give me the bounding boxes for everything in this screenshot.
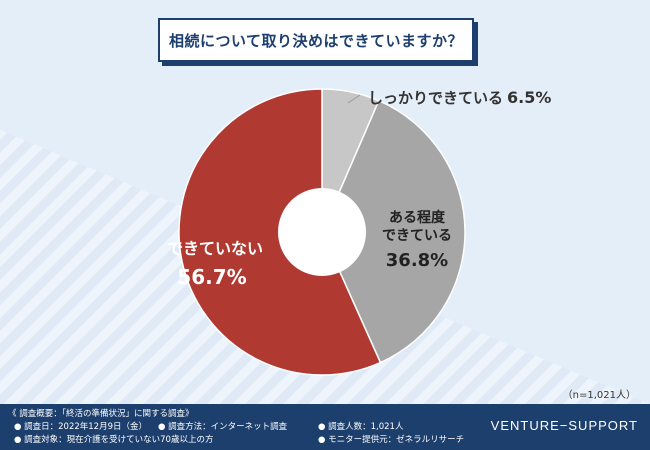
slice-value-3: 56.7% xyxy=(177,265,246,289)
slice-label-3: できていない xyxy=(167,239,263,258)
leader-line-slice-1 xyxy=(347,94,361,104)
donut-chart: しっかりできている 6.5% ある程度 できている 36.8% できていない 5… xyxy=(167,88,551,376)
slice-value-2: 36.8% xyxy=(386,250,448,271)
brand-logo-text: VENTURE−SUPPORT xyxy=(490,418,638,433)
chart-area: しっかりできている 6.5% ある程度 できている 36.8% できていない 5… xyxy=(0,18,650,404)
survey-overview-header: 《 調査概要：「終活の準備状況」に関する調査》 xyxy=(8,409,194,419)
donut-hole xyxy=(278,188,366,276)
survey-date: ● 調査日：2022年12月9日（金） xyxy=(14,422,147,432)
survey-provider: ● モニター提供元：ゼネラルリサーチ xyxy=(318,435,465,445)
slice-label-2-line-1: ある程度 xyxy=(389,209,446,226)
chart-title: 相続について取り決めはできていますか？ xyxy=(158,18,474,62)
slice-label-1: しっかりできている xyxy=(368,89,503,107)
survey-count: ● 調査人数：1,021人 xyxy=(318,422,404,432)
sample-size-note: （n=1,021人） xyxy=(562,390,636,401)
pie-slice-2 xyxy=(321,99,466,364)
survey-method: ● 調査方法：インターネット調査 xyxy=(158,422,288,432)
survey-target: ● 調査対象：現在介護を受けていない70歳以上の方 xyxy=(14,435,214,445)
slice-label-2-line-2: できている xyxy=(382,228,452,244)
slice-value-1: 6.5% xyxy=(507,88,551,107)
survey-footer: 《 調査概要：「終活の準備状況」に関する調査》 ● 調査日：2022年12月9日… xyxy=(0,404,650,450)
